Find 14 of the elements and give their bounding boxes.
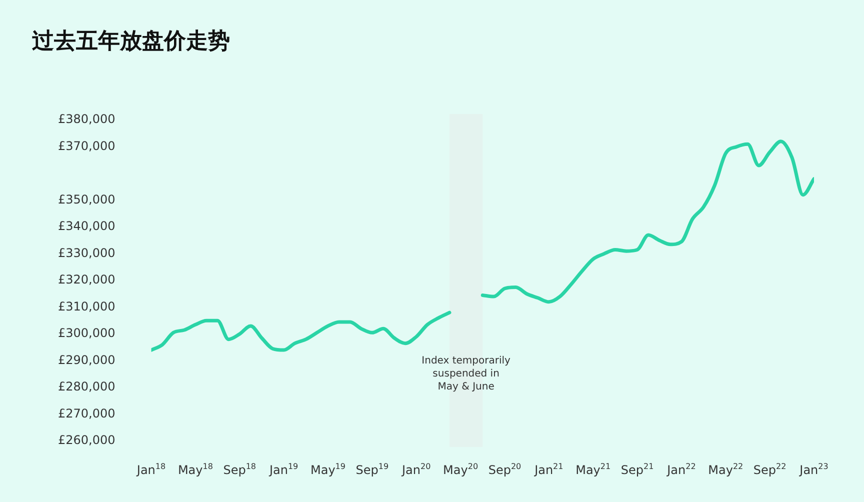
y-tick-label: £280,000	[58, 380, 116, 394]
y-tick-label: £300,000	[58, 326, 116, 340]
y-tick-label: £330,000	[58, 246, 116, 260]
band-label: Index temporarily suspended in May & June	[422, 356, 511, 393]
y-tick-label: £290,000	[58, 352, 116, 367]
y-tick-label: £260,000	[58, 433, 116, 448]
y-tick-label: £370,000	[58, 138, 116, 153]
chart-title: 过去五年放盘价走势	[32, 27, 230, 56]
y-tick-label: £310,000	[58, 299, 116, 314]
y-tick-label: £350,000	[58, 192, 116, 206]
y-tick-label: £270,000	[58, 406, 116, 420]
y-tick-label: £340,000	[58, 219, 116, 234]
y-tick-label: £380,000	[58, 112, 116, 126]
y-tick-label: £320,000	[58, 272, 116, 287]
